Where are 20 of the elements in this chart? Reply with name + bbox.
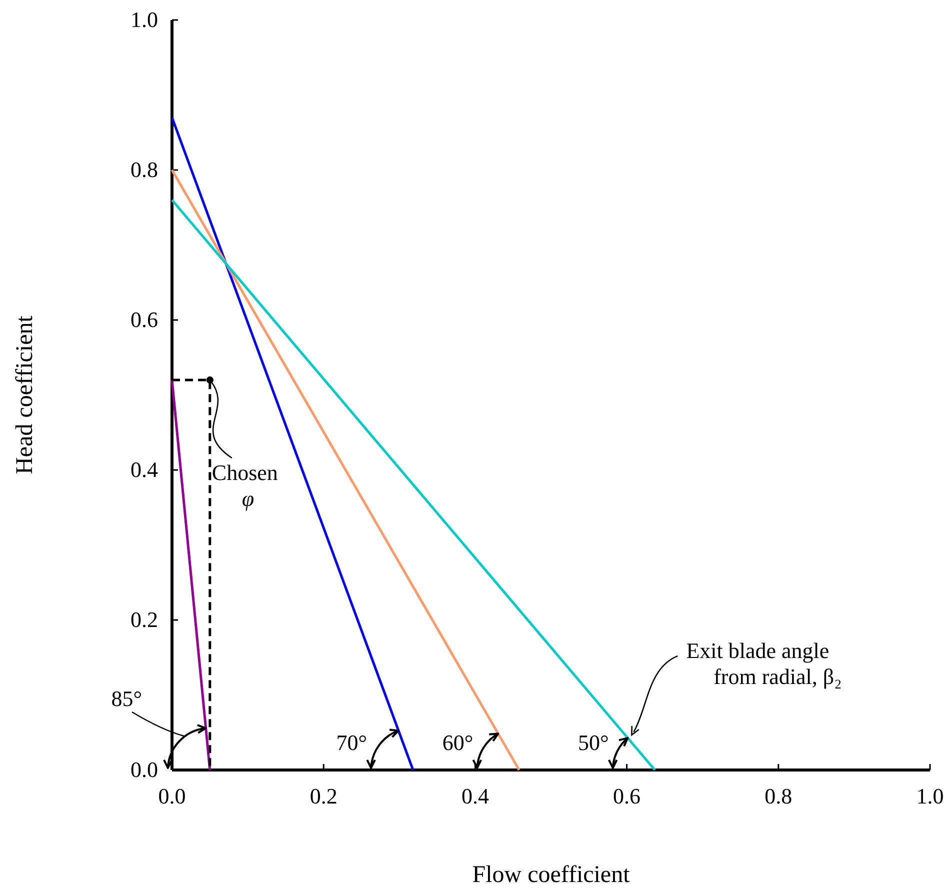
- x-tick-label: 0.4: [461, 784, 489, 809]
- series-label: 60°: [442, 730, 474, 755]
- x-tick-label: 0.2: [310, 784, 338, 809]
- y-axis-title: Head coefficient: [12, 315, 38, 474]
- annotation: Chosen φ: [212, 460, 278, 511]
- series-label: 70°: [336, 730, 368, 755]
- series-label: 50°: [578, 730, 609, 755]
- x-tick-label: 1.0: [916, 784, 944, 809]
- x-tick-label: 0.0: [158, 784, 186, 809]
- y-tick-label: 0.0: [130, 757, 158, 782]
- x-tick-label: 0.8: [764, 784, 792, 809]
- y-tick-label: 0.2: [130, 607, 158, 632]
- y-tick-label: 0.8: [130, 157, 158, 182]
- annotation: Exit blade angle from radial, β₂: [686, 638, 842, 689]
- y-tick-label: 0.6: [130, 307, 158, 332]
- y-tick-label: 0.4: [130, 457, 158, 482]
- x-axis-title: Flow coefficient: [472, 862, 630, 888]
- y-tick-label: 1.0: [130, 7, 158, 32]
- text: 85°: [111, 686, 142, 711]
- x-tick-label: 0.6: [613, 784, 641, 809]
